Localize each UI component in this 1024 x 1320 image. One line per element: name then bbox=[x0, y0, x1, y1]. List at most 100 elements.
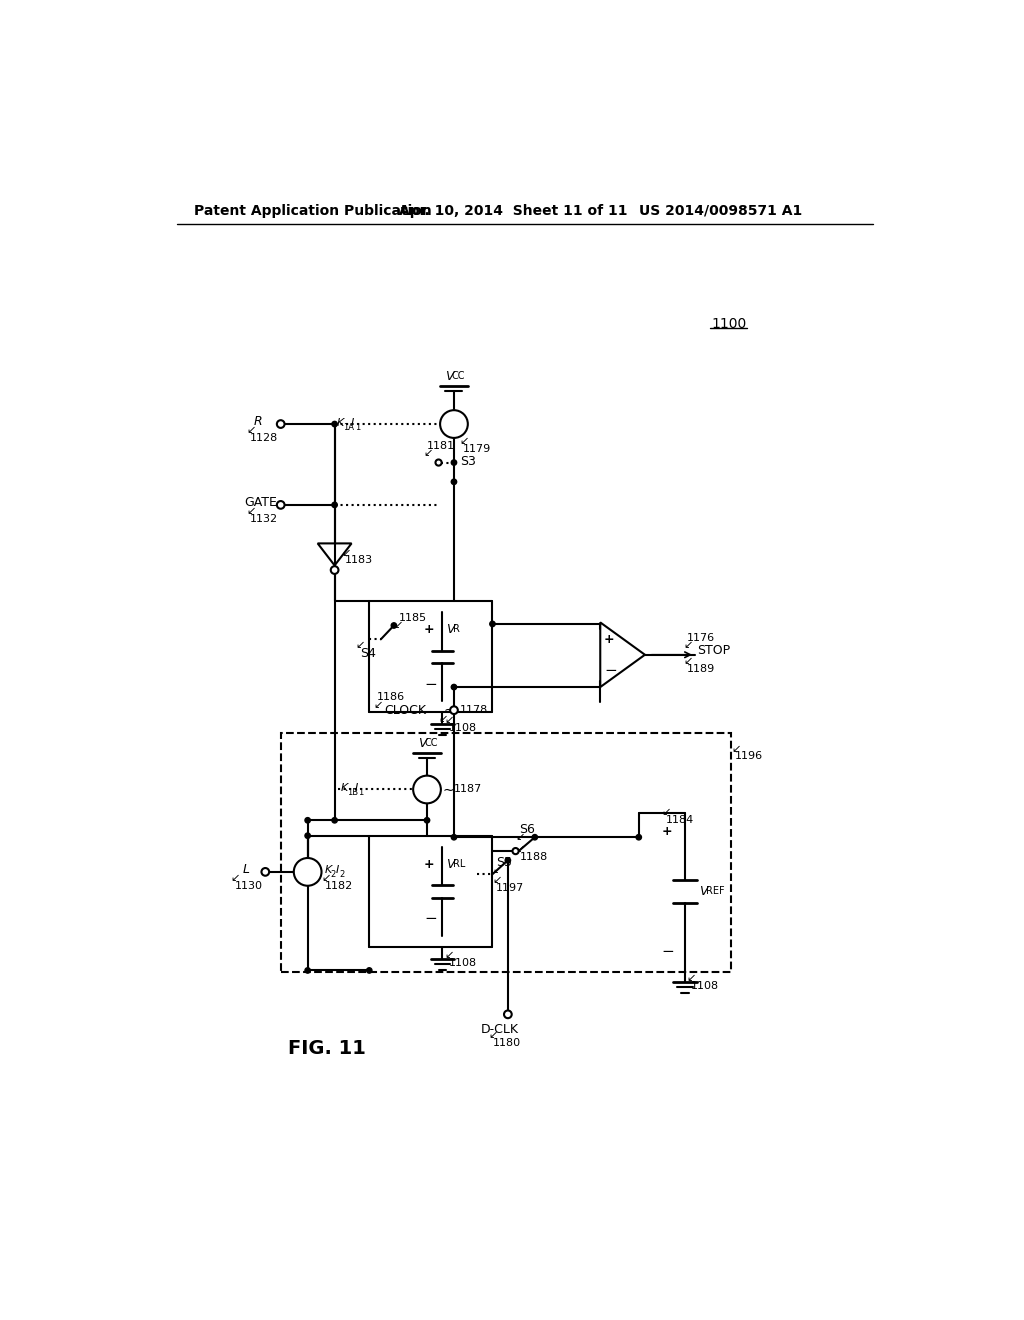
Text: ↙: ↙ bbox=[373, 700, 383, 710]
Text: S4: S4 bbox=[360, 647, 376, 660]
Text: ↙: ↙ bbox=[662, 808, 672, 817]
Text: V: V bbox=[446, 858, 455, 871]
Text: 1196: 1196 bbox=[735, 751, 763, 762]
Text: 1179: 1179 bbox=[463, 444, 492, 454]
Text: ↙: ↙ bbox=[246, 425, 255, 436]
Text: ↙: ↙ bbox=[686, 973, 696, 983]
Text: 1181: 1181 bbox=[427, 441, 455, 450]
Text: K: K bbox=[337, 417, 344, 428]
Text: S6: S6 bbox=[519, 824, 536, 836]
Text: ↙: ↙ bbox=[731, 743, 740, 754]
Text: ↙: ↙ bbox=[515, 832, 525, 842]
Text: Apr. 10, 2014  Sheet 11 of 11: Apr. 10, 2014 Sheet 11 of 11 bbox=[398, 203, 627, 218]
Circle shape bbox=[331, 566, 339, 574]
Text: 1184: 1184 bbox=[666, 816, 694, 825]
Text: Patent Application Publication: Patent Application Publication bbox=[194, 203, 431, 218]
Circle shape bbox=[504, 1011, 512, 1018]
Text: ↙: ↙ bbox=[355, 640, 365, 651]
Text: 1188: 1188 bbox=[519, 853, 548, 862]
Text: 1197: 1197 bbox=[497, 883, 524, 894]
Text: 1: 1 bbox=[358, 788, 364, 797]
Circle shape bbox=[294, 858, 322, 886]
Circle shape bbox=[512, 847, 518, 854]
Circle shape bbox=[332, 502, 337, 508]
Text: ↙: ↙ bbox=[423, 449, 432, 458]
Text: −: − bbox=[424, 677, 436, 692]
Text: ∼: ∼ bbox=[443, 704, 455, 717]
Circle shape bbox=[435, 459, 441, 466]
Text: −: − bbox=[662, 944, 675, 958]
Circle shape bbox=[305, 968, 310, 973]
Text: ↙: ↙ bbox=[683, 640, 693, 651]
Circle shape bbox=[305, 817, 310, 822]
Circle shape bbox=[424, 817, 430, 822]
Text: 1132: 1132 bbox=[250, 513, 279, 524]
Circle shape bbox=[332, 817, 337, 822]
Circle shape bbox=[489, 622, 496, 627]
Text: FIG. 11: FIG. 11 bbox=[289, 1039, 367, 1059]
Circle shape bbox=[505, 858, 511, 863]
Text: 1108: 1108 bbox=[449, 723, 477, 733]
Text: ↙: ↙ bbox=[230, 873, 240, 883]
Text: 1128: 1128 bbox=[250, 433, 279, 444]
Text: RL: RL bbox=[454, 859, 466, 869]
Circle shape bbox=[391, 623, 396, 628]
Text: ↙: ↙ bbox=[444, 715, 454, 725]
Text: S5: S5 bbox=[497, 857, 512, 869]
Text: GATE: GATE bbox=[245, 496, 278, 510]
Bar bbox=[281, 734, 731, 972]
Circle shape bbox=[413, 776, 441, 804]
Circle shape bbox=[261, 869, 269, 875]
Text: 1108: 1108 bbox=[449, 958, 477, 968]
Circle shape bbox=[452, 834, 457, 840]
Text: V: V bbox=[418, 737, 426, 750]
Text: V: V bbox=[446, 623, 455, 636]
Text: ↙: ↙ bbox=[488, 1030, 498, 1040]
Text: CLOCK: CLOCK bbox=[385, 704, 427, 717]
Text: +: + bbox=[424, 623, 434, 636]
Text: 1187: 1187 bbox=[454, 784, 482, 795]
Text: CC: CC bbox=[425, 738, 438, 748]
Text: V: V bbox=[698, 884, 708, 898]
Text: K: K bbox=[341, 783, 348, 793]
Text: 1A: 1A bbox=[343, 422, 354, 432]
Circle shape bbox=[276, 502, 285, 508]
Text: D-CLK: D-CLK bbox=[481, 1023, 519, 1036]
Text: ↙: ↙ bbox=[515, 845, 525, 854]
Text: L: L bbox=[243, 863, 249, 876]
Text: +: + bbox=[604, 632, 614, 645]
Text: ↙: ↙ bbox=[322, 873, 331, 883]
Text: 1130: 1130 bbox=[234, 880, 262, 891]
Text: −: − bbox=[424, 911, 436, 927]
Circle shape bbox=[452, 459, 457, 465]
Text: ↙: ↙ bbox=[460, 436, 469, 446]
Text: ∼: ∼ bbox=[442, 783, 454, 796]
Text: I: I bbox=[336, 866, 339, 875]
Text: 1186: 1186 bbox=[377, 692, 406, 702]
Text: US 2014/0098571 A1: US 2014/0098571 A1 bbox=[639, 203, 802, 218]
Circle shape bbox=[451, 706, 458, 714]
Text: I: I bbox=[354, 783, 357, 793]
Text: 1182: 1182 bbox=[325, 880, 353, 891]
Text: REF: REF bbox=[706, 886, 724, 896]
Text: K: K bbox=[325, 866, 332, 875]
Text: 1185: 1185 bbox=[398, 612, 427, 623]
Text: ↙: ↙ bbox=[438, 714, 447, 725]
Text: −: − bbox=[604, 663, 616, 677]
Text: 1108: 1108 bbox=[691, 981, 719, 991]
Text: I: I bbox=[351, 417, 354, 428]
Text: V: V bbox=[444, 370, 454, 383]
Circle shape bbox=[532, 834, 538, 840]
Text: 2: 2 bbox=[331, 870, 336, 879]
Text: ↙: ↙ bbox=[493, 875, 502, 886]
Text: ↙: ↙ bbox=[444, 950, 454, 960]
Text: ↙: ↙ bbox=[394, 620, 403, 631]
Circle shape bbox=[367, 968, 372, 973]
Text: R: R bbox=[454, 624, 460, 635]
Circle shape bbox=[440, 411, 468, 438]
Text: 1176: 1176 bbox=[687, 632, 716, 643]
Text: 1178: 1178 bbox=[460, 705, 488, 715]
Text: 1: 1 bbox=[354, 422, 359, 432]
Text: ↙: ↙ bbox=[493, 866, 502, 875]
Text: STOP: STOP bbox=[697, 644, 730, 657]
